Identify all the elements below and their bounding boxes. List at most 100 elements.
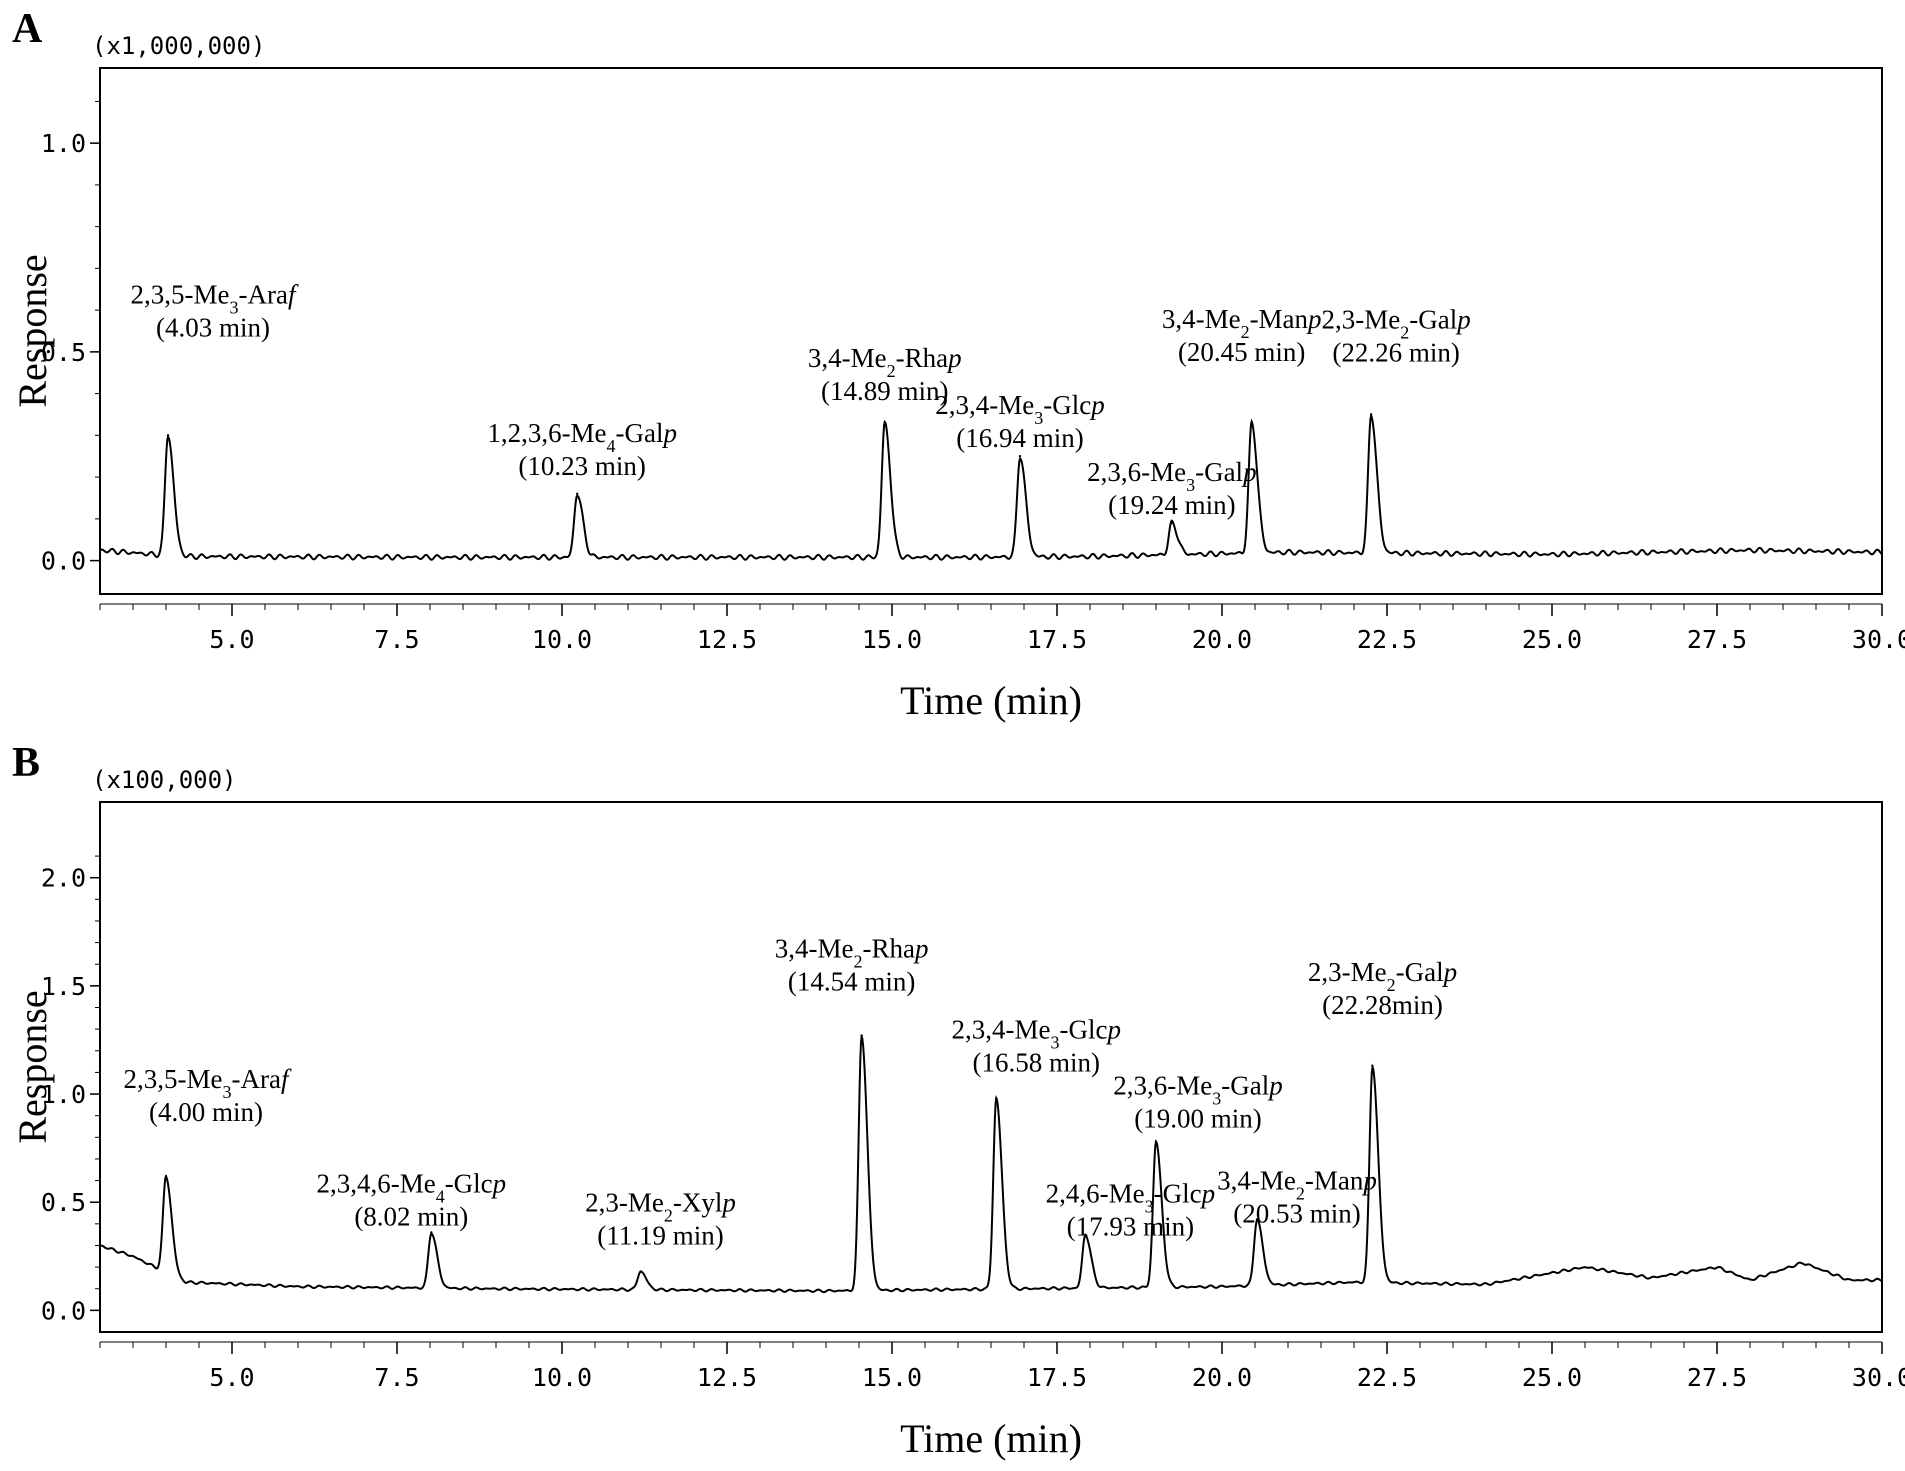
peak-label-time: (14.89 min) [821,376,949,406]
x-tick-label: 5.0 [209,1363,254,1392]
peak-label-sugar: -Rha [863,934,916,964]
peak-label-time: (20.53 min) [1233,1199,1361,1229]
peak-label-form: p [1442,957,1458,987]
peak-apex [995,1097,998,1100]
peak-label-time: (4.00 min) [149,1097,263,1127]
x-tick-label: 22.5 [1357,1363,1417,1392]
peak-label-subscript: 3 [1186,475,1195,495]
peak-label-form: p [1306,304,1322,334]
y-tick-label: 1.0 [41,1080,86,1109]
x-tick-label: 17.5 [1027,625,1087,654]
peak-label-subscript: 3 [1212,1089,1221,1109]
peak-label-sugar: -Xyl [673,1187,723,1217]
x-tick-label: 25.0 [1522,1363,1582,1392]
peak-label-prefix: 1,2,3,6-Me [487,418,606,448]
peak-label-prefix: 3,4-Me [1217,1166,1296,1196]
peak-label-time: (19.00 min) [1134,1104,1262,1134]
peak-apex [575,492,579,496]
peak-label-sugar: -Man [1250,304,1309,334]
peak-label-sugar: -Glc [1043,390,1091,420]
x-tick-label: 7.5 [374,1363,419,1392]
peak-label-subscript: 2 [664,1205,673,1225]
x-tick-label: 7.5 [374,625,419,654]
y-tick-label: 2.0 [41,864,86,893]
peak-label-prefix: 2,3,6-Me [1113,1071,1212,1101]
peak-label-sugar: -Gal [1221,1071,1269,1101]
peak-label-time: (4.03 min) [156,312,270,342]
peak-label-prefix: 2,3,5-Me [130,279,229,309]
peak-label-sugar: -Glc [1060,1014,1108,1044]
peak-label-name: 3,4-Me2-Manp [1162,304,1322,342]
x-tick-label: 20.0 [1192,1363,1252,1392]
peak-label-sugar: -Man [1305,1166,1364,1196]
y-tick-label: 1.5 [41,972,86,1001]
peak-label-time: (10.23 min) [518,451,646,481]
peak-label-time: (16.94 min) [956,423,1084,453]
chart-panel-a: A (x1,000,000)5.0 7.5 10.0 12.5 15.0 17.5 20.0 2… [10,6,1905,723]
peak-label-time: (14.54 min) [788,967,916,997]
peak-label-form: p [1089,390,1105,420]
plot-frame [99,67,1883,595]
peak-label-name: 2,3-Me2-Galp [1322,304,1471,342]
peak-label-subscript: 2 [1400,322,1409,342]
peak-label-sugar: -Glc [1154,1179,1202,1209]
peak-label-name: 3,4-Me2-Rhap [808,343,962,381]
peak-label-time: (17.93 min) [1067,1212,1195,1242]
x-tick-label: 20.0 [1192,625,1252,654]
peak-label-name: 2,4,6-Me3-Glcp [1046,1179,1215,1217]
x-tick-label: 15.0 [862,625,922,654]
peak-label-name: 2,3,5-Me3-Araf [124,1064,292,1102]
peak-label-name: 2,3,4-Me3-Glcp [935,390,1104,428]
peak-apex [1170,521,1174,525]
panel-label: A [12,6,43,52]
peak-apex [1255,1218,1259,1221]
peak-label-subscript: 3 [229,297,238,317]
scale-factor-label: (x1,000,000) [92,32,265,60]
peak-label-subscript: 4 [436,1186,445,1206]
chart-panel-b: B (x100,000)5.0 7.5 10.0 12.5 15.0 17.5 20.0 22.… [10,740,1905,1461]
peak-label-name: 2,3,6-Me3-Galp [1113,1071,1282,1109]
chromatogram-trace [99,1036,1883,1294]
peak-label-subscript: 2 [1296,1184,1305,1204]
peak-label-form: p [1361,1166,1377,1196]
peak-label-subscript: 2 [1387,975,1396,995]
y-tick-label: 1.0 [41,129,86,158]
peak-label-time: (19.24 min) [1108,490,1236,520]
peak-label-sugar: -Gal [616,418,664,448]
peak-apex [166,434,170,437]
x-axis-title: Time (min) [900,678,1082,723]
x-tick-label: 10.0 [532,625,592,654]
peak-apex [639,1270,642,1273]
peak-label-form: f [288,279,299,309]
x-tick-label: 22.5 [1357,625,1417,654]
peak-label-form: p [1106,1014,1122,1044]
y-tick-label: 0.0 [41,1296,86,1325]
peak-label-prefix: 2,3-Me [1322,304,1401,334]
x-tick-label: 12.5 [697,1363,757,1392]
x-tick-label: 30.0 [1852,625,1905,654]
peak-label-name: 2,3,5-Me3-Araf [130,279,298,317]
peak-label-name: 2,3-Me2-Galp [1308,957,1457,995]
peak-apex [1371,1064,1374,1068]
peak-label-prefix: 2,3,5-Me [124,1064,223,1094]
y-tick-label: 0.5 [41,338,86,367]
peak-apex [164,1175,168,1178]
x-axis-title: Time (min) [900,1416,1082,1461]
peak-label-time: (11.19 min) [597,1220,723,1250]
peak-label-subscript: 2 [887,361,896,381]
peak-label-subscript: 3 [1034,408,1043,428]
x-tick-label: 5.0 [209,625,254,654]
peak-label-name: 2,3,4-Me3-Glcp [952,1014,1121,1052]
peak-apex [430,1231,433,1234]
peak-label-subscript: 3 [1051,1032,1060,1052]
peak-label-form: f [281,1064,292,1094]
x-tick-label: 30.0 [1852,1363,1905,1392]
peak-label-form: p [1455,304,1471,334]
peak-label-name: 1,2,3,6-Me4-Galp [487,418,677,456]
peak-label-sugar: -Gal [1396,957,1444,987]
peak-label-time: (22.26 min) [1332,337,1460,367]
peak-label-prefix: 2,3-Me [1308,957,1387,987]
chromatogram-trace [99,412,1883,561]
peak-label-time: (22.28min) [1322,990,1443,1020]
